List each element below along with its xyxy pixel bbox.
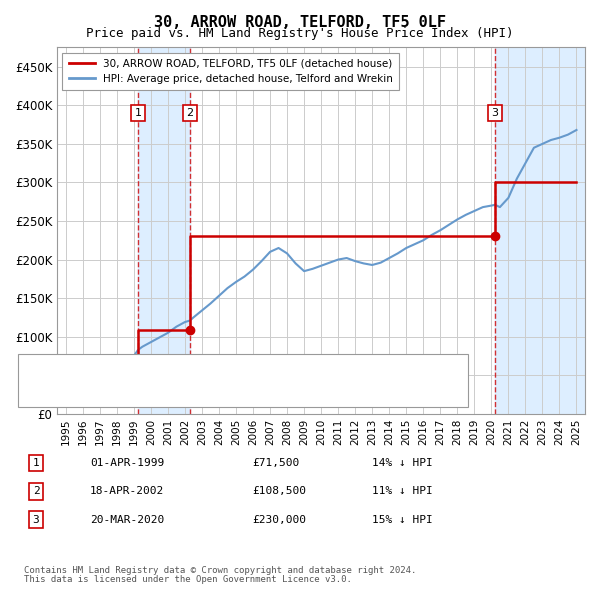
Text: 1: 1	[32, 458, 40, 468]
Bar	[138, 47, 190, 414]
Text: HPI: Average price, detached house, Telford and Wrekin: HPI: Average price, detached house, Telf…	[102, 388, 439, 397]
Text: 18-APR-2002: 18-APR-2002	[90, 487, 164, 496]
Text: 2: 2	[187, 108, 194, 118]
Text: ─────: ─────	[42, 368, 84, 382]
Text: 11% ↓ HPI: 11% ↓ HPI	[372, 487, 433, 496]
Text: 30, ARROW ROAD, TELFORD, TF5 0LF (detached house): 30, ARROW ROAD, TELFORD, TF5 0LF (detach…	[102, 370, 408, 379]
Text: 01-APR-1999: 01-APR-1999	[90, 458, 164, 468]
Text: £71,500: £71,500	[252, 458, 299, 468]
Text: 1: 1	[134, 108, 142, 118]
Text: 3: 3	[32, 515, 40, 525]
Text: Price paid vs. HM Land Registry's House Price Index (HPI): Price paid vs. HM Land Registry's House …	[86, 27, 514, 40]
Text: 20-MAR-2020: 20-MAR-2020	[90, 515, 164, 525]
Text: £230,000: £230,000	[252, 515, 306, 525]
Text: Contains HM Land Registry data © Crown copyright and database right 2024.: Contains HM Land Registry data © Crown c…	[24, 566, 416, 575]
Text: 30, ARROW ROAD, TELFORD, TF5 0LF: 30, ARROW ROAD, TELFORD, TF5 0LF	[154, 15, 446, 30]
Text: ─────: ─────	[42, 385, 84, 399]
Text: 14% ↓ HPI: 14% ↓ HPI	[372, 458, 433, 468]
Text: 2: 2	[32, 487, 40, 496]
Text: This data is licensed under the Open Government Licence v3.0.: This data is licensed under the Open Gov…	[24, 575, 352, 584]
Text: 15% ↓ HPI: 15% ↓ HPI	[372, 515, 433, 525]
Bar	[495, 47, 585, 414]
Legend: 30, ARROW ROAD, TELFORD, TF5 0LF (detached house), HPI: Average price, detached : 30, ARROW ROAD, TELFORD, TF5 0LF (detach…	[62, 53, 399, 90]
Text: £108,500: £108,500	[252, 487, 306, 496]
Text: 3: 3	[491, 108, 499, 118]
